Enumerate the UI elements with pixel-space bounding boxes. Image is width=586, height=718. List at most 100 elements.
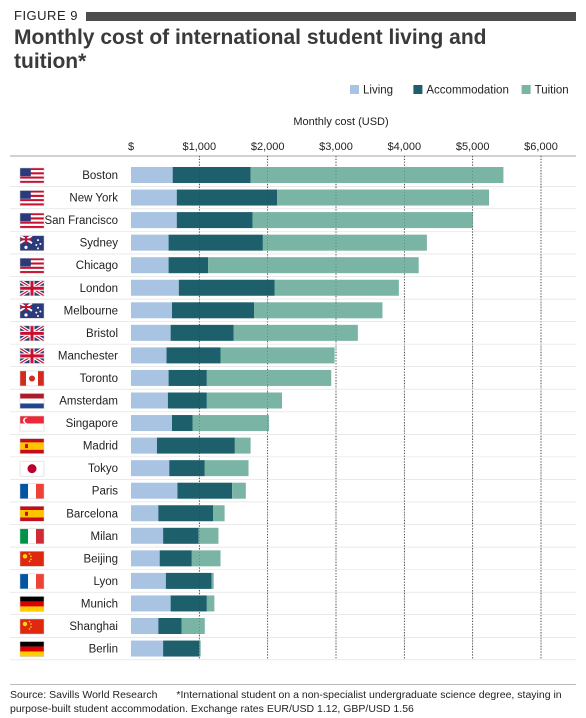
bar-segment-tuition: [206, 392, 283, 409]
bar-segment-accommodation: [170, 595, 207, 612]
bar-segment-tuition: [252, 212, 473, 229]
flag-icon-sg: [19, 415, 45, 432]
bar-segment-living: [131, 415, 172, 432]
bar-segment-tuition: [213, 505, 225, 522]
bar-segment-accommodation: [159, 550, 192, 567]
x-tick-label: $5,000: [456, 141, 490, 153]
flag-icon-gb: [19, 324, 45, 343]
bar-segment-accommodation: [156, 437, 235, 454]
bar-segment-accommodation: [170, 324, 234, 341]
bar-segment-tuition: [232, 482, 246, 499]
bar-segment-living: [131, 189, 177, 206]
bar-segment-accommodation: [167, 392, 207, 409]
bar-segment-tuition: [220, 347, 335, 364]
category-label: Shanghai: [69, 621, 118, 633]
flag-icon-es: [19, 438, 45, 454]
x-axis-label: Monthly cost (USD): [293, 116, 388, 128]
bar-segment-accommodation: [169, 460, 205, 477]
legend-label-tuition: Tuition: [535, 85, 569, 97]
flag-icon-cn: [19, 551, 45, 567]
bar-segment-accommodation: [176, 212, 253, 229]
bar-segment-tuition: [208, 257, 419, 274]
category-label: Singapore: [66, 418, 118, 430]
bar-segment-tuition: [262, 234, 427, 251]
category-label: Munich: [81, 598, 118, 610]
category-label: Madrid: [83, 441, 118, 453]
flag-icon-es: [19, 506, 45, 522]
bar-segment-living: [131, 234, 169, 251]
bar-segment-accommodation: [158, 505, 213, 522]
bar-segment-accommodation: [172, 415, 193, 432]
flag-icon-it: [19, 528, 45, 545]
flag-icon-cn: [19, 618, 45, 635]
chart-title: Monthly cost of international student li…: [14, 26, 487, 73]
bar-segment-accommodation: [172, 167, 251, 183]
bar-segment-tuition: [204, 460, 249, 477]
x-tick-label: $3,000: [319, 141, 353, 153]
legend-swatch-tuition: [521, 85, 531, 94]
legend-swatch-accommodation: [413, 85, 423, 94]
category-label: Bristol: [86, 328, 118, 340]
bar-segment-living: [131, 505, 159, 522]
bar-segment-living: [131, 212, 177, 229]
category-label: Tokyo: [88, 463, 118, 475]
bar-segment-tuition: [274, 279, 399, 296]
bar-segment-living: [131, 302, 172, 319]
bar-segment-accommodation: [176, 189, 278, 206]
bar-segment-tuition: [234, 437, 251, 454]
legend-swatch-living: [350, 85, 359, 94]
category-label: Boston: [82, 170, 118, 182]
bar-segment-tuition: [192, 415, 270, 432]
flag-icon-us: [19, 212, 45, 229]
category-label: Barcelona: [66, 508, 118, 520]
category-label: Berlin: [89, 644, 118, 656]
category-label: New York: [69, 193, 118, 205]
bar-segment-accommodation: [166, 347, 221, 364]
bar-segment-living: [131, 527, 164, 544]
flag-icon-us: [19, 190, 45, 206]
bar-segment-tuition: [191, 550, 221, 567]
bar-segment-tuition: [277, 189, 490, 206]
bar-segment-living: [131, 618, 159, 634]
bar-segment-tuition: [211, 572, 214, 589]
flag-icon-de: [19, 641, 45, 657]
category-label: Paris: [92, 486, 118, 498]
bar-segment-tuition: [206, 595, 215, 612]
bar-segment-accommodation: [172, 302, 254, 319]
category-label: Chicago: [76, 260, 118, 272]
bar-segment-tuition: [199, 640, 201, 657]
category-label: San Francisco: [44, 215, 118, 227]
bar-segment-accommodation: [165, 572, 212, 589]
bar-segment-tuition: [254, 302, 383, 319]
category-label: Manchester: [58, 350, 118, 362]
flag-icon-fr: [19, 573, 45, 590]
stacked-bar-chart: Living Accommodation Tuition Monthly cost (…: [10, 85, 576, 661]
bar-segment-accommodation: [163, 527, 199, 544]
bar-segment-living: [131, 392, 168, 409]
bar-segment-living: [131, 550, 160, 567]
source-text: Source: Savills World Research: [10, 689, 158, 701]
category-label: Lyon: [93, 576, 118, 588]
flag-icon-gb: [19, 279, 45, 298]
category-label: Toronto: [80, 373, 118, 385]
x-tick-label: $2,000: [251, 141, 285, 153]
bar-segment-accommodation: [178, 279, 275, 296]
bar-segment-living: [131, 595, 171, 612]
bar-segment-accommodation: [168, 257, 209, 274]
category-label: Beijing: [83, 553, 118, 565]
bar-segment-living: [131, 572, 166, 589]
category-label: London: [80, 283, 118, 295]
bar-segment-tuition: [206, 369, 332, 386]
bar-segment-accommodation: [158, 618, 182, 634]
flag-icon-fr: [19, 483, 45, 499]
bar-segment-living: [131, 640, 164, 657]
figure-label: FIGURE 9: [14, 8, 78, 23]
bar-segment-living: [131, 324, 171, 341]
legend-label-living: Living: [363, 85, 393, 97]
bar-segment-tuition: [198, 527, 219, 544]
flag-icon-au: [19, 234, 45, 251]
figure-rule: [86, 12, 576, 21]
flag-icon-jp: [19, 460, 45, 477]
chart-area: Living Accommodation Tuition Monthly cost (…: [0, 74, 586, 680]
bar-segment-living: [131, 279, 179, 296]
